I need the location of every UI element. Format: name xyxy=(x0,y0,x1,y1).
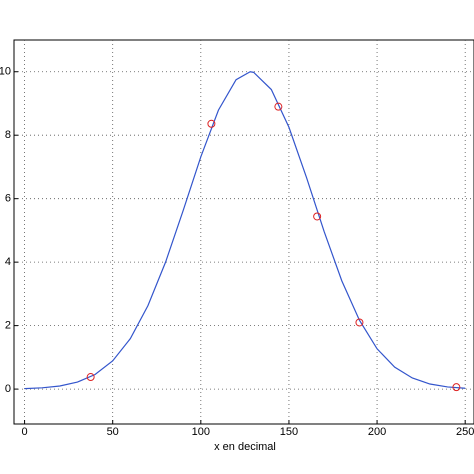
data-point xyxy=(274,102,283,111)
y-tick-label: 6 xyxy=(5,193,11,205)
data-point xyxy=(313,212,322,221)
x-tick-label: 200 xyxy=(368,426,386,438)
y-tick-label: 0 xyxy=(5,383,11,395)
plot-frame xyxy=(13,39,474,425)
data-point xyxy=(207,119,216,128)
y-tick-label: 8 xyxy=(5,129,11,141)
x-axis-label: x en decimal xyxy=(214,441,276,453)
x-tick-label: 50 xyxy=(107,426,119,438)
data-point xyxy=(86,373,95,382)
x-tick-label: 250 xyxy=(456,426,474,438)
data-point xyxy=(452,383,461,392)
y-tick-label: 10 xyxy=(0,66,11,78)
y-tick-label: 4 xyxy=(5,256,11,268)
x-tick-label: 150 xyxy=(280,426,298,438)
y-tick-label: 2 xyxy=(5,320,11,332)
data-point xyxy=(355,318,364,327)
x-tick-label: 0 xyxy=(22,426,28,438)
x-tick-label: 100 xyxy=(192,426,210,438)
curve xyxy=(24,71,466,390)
